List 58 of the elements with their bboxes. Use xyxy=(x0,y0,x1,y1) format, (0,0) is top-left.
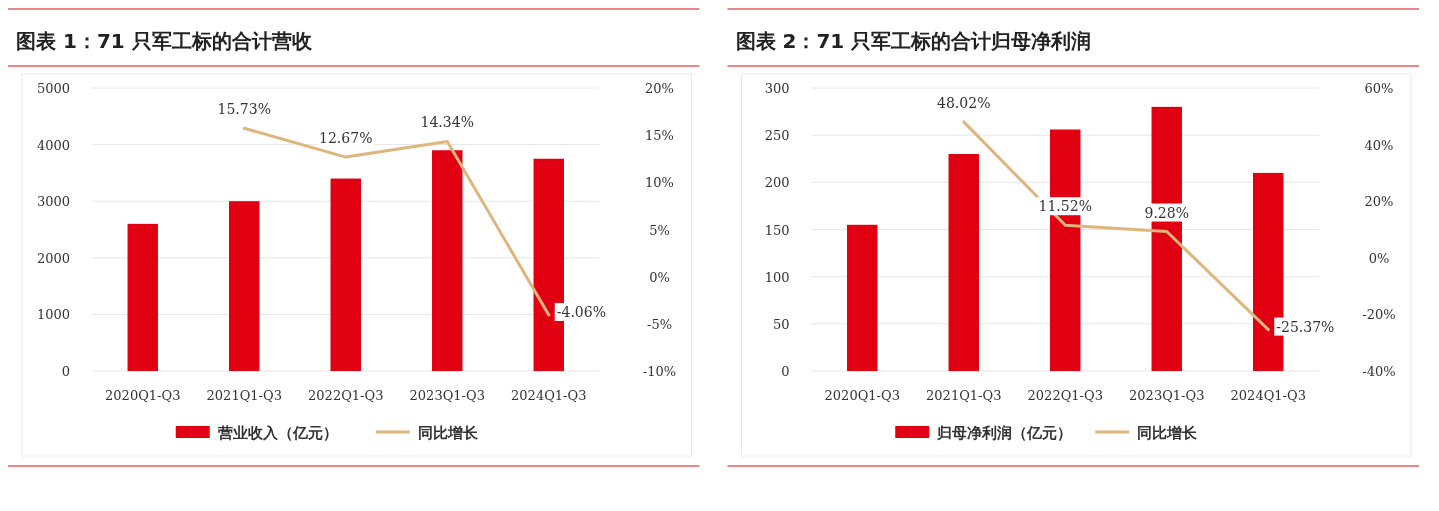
y-tick-label: 0 xyxy=(781,364,790,379)
bar xyxy=(127,223,158,371)
y-tick-label: 5000 xyxy=(36,81,70,96)
x-tick-label: 2024Q1-Q3 xyxy=(1230,388,1306,403)
x-tick-label: 2020Q1-Q3 xyxy=(105,388,181,403)
y2-tick-label: -5% xyxy=(646,316,673,332)
data-label: -4.06% xyxy=(556,303,606,320)
y-tick-label: 150 xyxy=(764,222,790,238)
bar xyxy=(847,224,878,371)
y2-tick-label: -40% xyxy=(1362,364,1396,379)
y-tick-label: 250 xyxy=(764,128,790,144)
data-label: 48.02% xyxy=(937,94,991,111)
chart-title: 图表 2：71 只军工标的合计归母净利润 xyxy=(735,29,1092,53)
y-tick-label: 0 xyxy=(61,364,70,379)
data-label: 15.73% xyxy=(217,101,271,118)
y2-tick-label: 10% xyxy=(645,175,674,191)
legend-label: 归母净利润（亿元） xyxy=(936,424,1073,442)
data-label: 14.34% xyxy=(420,114,474,131)
x-tick-label: 2021Q1-Q3 xyxy=(926,388,1002,403)
x-tick-label: 2022Q1-Q3 xyxy=(308,388,384,403)
x-tick-label: 2023Q1-Q3 xyxy=(409,388,485,403)
legend-label: 营业收入（亿元） xyxy=(216,424,338,442)
x-tick-label: 2021Q1-Q3 xyxy=(206,388,282,403)
bar xyxy=(432,150,463,371)
y-tick-label: 3000 xyxy=(36,194,70,210)
x-tick-label: 2020Q1-Q3 xyxy=(824,388,900,403)
data-label: 11.52% xyxy=(1038,198,1092,215)
line-series xyxy=(962,120,1270,332)
y2-tick-label: 20% xyxy=(1364,194,1394,210)
bar xyxy=(948,154,979,371)
y-tick-label: 100 xyxy=(764,269,790,285)
y-tick-label: 4000 xyxy=(36,137,70,153)
y2-tick-label: 0% xyxy=(1368,250,1390,266)
y2-tick-label: -20% xyxy=(1362,307,1396,323)
y2-tick-label: 60% xyxy=(1364,81,1394,96)
y-tick-label: 50 xyxy=(772,316,790,332)
x-tick-label: 2023Q1-Q3 xyxy=(1129,388,1205,403)
y-tick-label: 200 xyxy=(764,175,790,191)
y-tick-label: 2000 xyxy=(36,250,70,266)
bar xyxy=(229,201,260,371)
y-tick-label: 1000 xyxy=(36,307,70,323)
y2-tick-label: 0% xyxy=(649,269,670,285)
y2-tick-label: 15% xyxy=(645,128,674,144)
x-tick-label: 2022Q1-Q3 xyxy=(1027,388,1103,403)
y2-tick-label: 20% xyxy=(645,81,674,96)
data-label: -25.37% xyxy=(1276,318,1335,335)
x-tick-label: 2024Q1-Q3 xyxy=(511,388,587,403)
line-series xyxy=(242,126,551,317)
legend-label: 同比增长 xyxy=(417,424,479,442)
y2-tick-label: 5% xyxy=(649,222,670,238)
y-tick-label: 300 xyxy=(764,81,790,96)
data-label: 9.28% xyxy=(1144,204,1189,221)
data-label: 12.67% xyxy=(319,130,373,147)
bar xyxy=(330,178,361,371)
chart-title: 图表 1：71 只军工标的合计营收 xyxy=(16,29,313,53)
y2-tick-label: 40% xyxy=(1364,137,1394,153)
y2-tick-label: -10% xyxy=(642,364,677,379)
legend-label: 同比增长 xyxy=(1137,424,1199,442)
